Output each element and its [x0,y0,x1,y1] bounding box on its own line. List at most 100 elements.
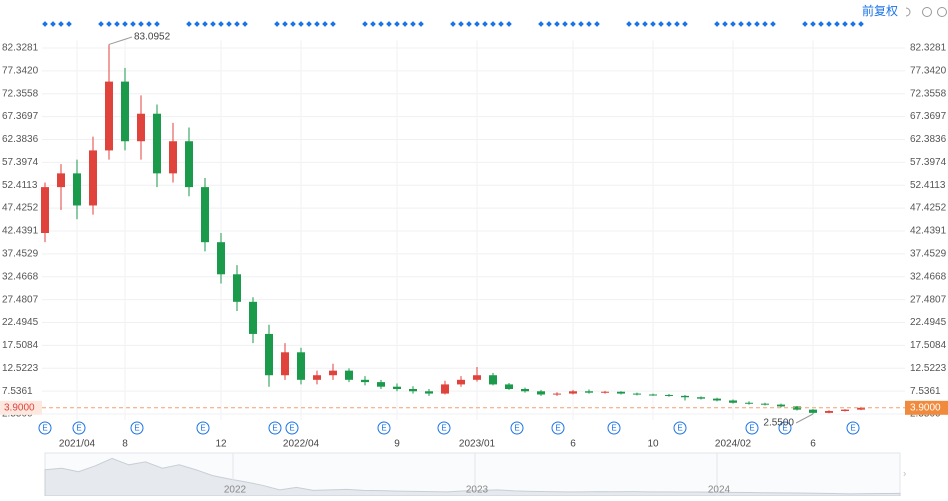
candle-body [745,402,753,404]
zoom-in-icon[interactable] [937,7,947,17]
event-dot [298,21,304,27]
event-dot [58,21,64,27]
candle-body [825,411,833,413]
candle-body [777,404,785,407]
event-icon-letter: E [782,424,787,433]
navigator-label: 2023 [466,485,489,496]
event-dot [370,21,376,27]
candle-body [425,391,433,394]
x-tick-label: 12 [215,439,227,450]
candle-body [361,379,369,383]
event-dot [242,21,248,27]
candle-body [665,394,673,396]
candle-body [233,274,241,302]
event-dot [754,21,760,27]
event-dot [482,21,488,27]
candle-body [617,391,625,394]
y-tick-label-right: 57.3974 [910,157,947,168]
event-dot [586,21,592,27]
event-dot [154,21,160,27]
candle-body [57,173,65,188]
candle-body [313,375,321,380]
event-dot [226,21,232,27]
zoom-out-icon[interactable] [922,7,932,17]
x-tick-label: 2024/02 [715,439,752,450]
candle-body [809,409,817,413]
event-dot [658,21,664,27]
navigator-arrow[interactable]: › [903,469,906,480]
event-icon-letter: E [134,424,139,433]
event-dot [386,21,392,27]
candle-body [761,403,769,405]
y-tick-label: 12.5223 [2,363,39,374]
max-leader [108,36,133,45]
candle-body [329,370,337,376]
event-dot [490,21,496,27]
event-icon-letter: E [611,424,616,433]
undo-icon[interactable] [905,7,911,17]
y-tick-label: 27.4807 [2,294,39,305]
event-dot [666,21,672,27]
event-dot [394,21,400,27]
event-dot [290,21,296,27]
event-dot [842,21,848,27]
candle-body [169,141,177,174]
event-dot [546,21,552,27]
candle-body [153,113,161,174]
y-tick-label: 7.5361 [2,386,33,397]
x-tick-label: 10 [647,439,659,450]
navigator-label: 2022 [224,485,247,496]
event-dot [474,21,480,27]
candle-body [41,187,49,233]
event-dot [138,21,144,27]
event-dot [378,21,384,27]
event-dot [674,21,680,27]
candle-body [569,391,577,394]
event-dot [98,21,104,27]
x-tick-label: 6 [810,439,816,450]
candle-body [377,382,385,387]
y-tick-label: 82.3281 [2,43,39,54]
x-tick-label: 6 [570,439,576,450]
last-price-label-left: 3.9000 [4,402,35,413]
event-dot [714,21,720,27]
event-dot [314,21,320,27]
y-tick-label-right: 77.3420 [910,65,947,76]
candle-body [249,301,257,334]
x-tick-label: 2023/01 [459,439,496,450]
event-dot [810,21,816,27]
event-dot [322,21,328,27]
y-tick-label: 62.3836 [2,134,39,145]
event-dot [650,21,656,27]
candle-body [185,141,193,188]
event-dot [50,21,56,27]
event-dot [554,21,560,27]
event-icon-letter: E [555,424,560,433]
event-icon [551,421,565,435]
y-tick-label-right: 12.5223 [910,363,947,374]
event-icon-letter: E [850,424,855,433]
event-icon [778,421,792,435]
candle-body [393,386,401,389]
navigator-label: 2024 [708,485,731,496]
candle-body [793,406,801,410]
min-label: 2.5500 [763,418,794,429]
event-icon [38,421,52,435]
navigator-area [44,457,901,497]
candle-body [489,375,497,385]
event-dot [738,21,744,27]
max-label: 83.0952 [134,32,171,43]
event-icon [510,421,524,435]
event-dot [834,21,840,27]
event-dot [186,21,192,27]
event-icon [130,421,144,435]
event-dot [538,21,544,27]
candle-body [121,81,129,142]
event-dot [762,21,768,27]
adjust-button[interactable]: 前复权 [862,3,898,18]
event-dot [634,21,640,27]
event-icon [607,421,621,435]
y-tick-label: 72.3558 [2,88,39,99]
event-dot [682,21,688,27]
